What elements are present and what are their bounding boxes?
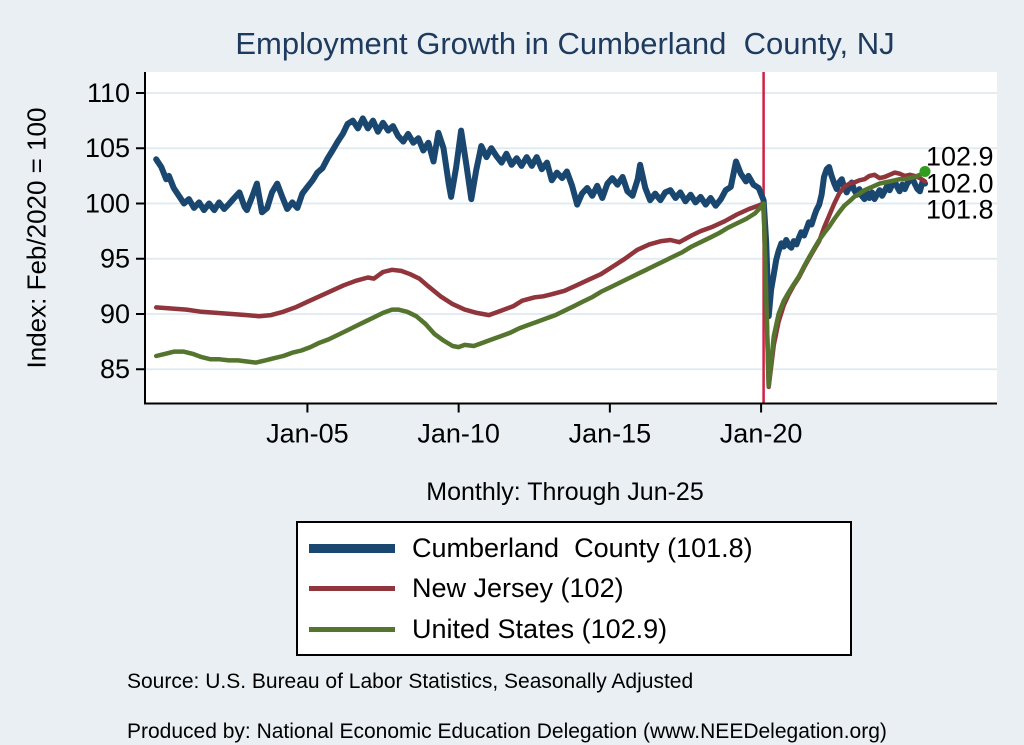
y-tick-label: 90 (100, 299, 130, 329)
x-tick-label: Jan-20 (720, 419, 803, 449)
plot-area (145, 72, 997, 404)
legend-item-cumberland-county: Cumberland County (101.8) (298, 533, 850, 564)
series-line-0 (153, 115, 928, 320)
y-tick-label: 105 (85, 133, 130, 163)
legend-label: Cumberland County (101.8) (412, 532, 753, 563)
cumberland-county-line-swatch (309, 543, 395, 553)
series-end-dot (919, 165, 931, 177)
series-line-2 (153, 169, 928, 389)
legend-box: Cumberland County (101.8) New Jersey (10… (296, 521, 852, 656)
y-tick-label: 95 (100, 244, 130, 274)
new-jersey-line-swatch (309, 586, 395, 591)
x-tick-label: Jan-05 (266, 419, 349, 449)
y-tick-label: 100 (85, 188, 130, 218)
chart-title: Employment Growth in Cumberland County, … (235, 26, 895, 61)
x-tick-label: Jan-10 (417, 419, 500, 449)
source-line: Source: U.S. Bureau of Labor Statistics,… (127, 670, 694, 693)
end-value-label: 102.0 (926, 168, 994, 198)
end-value-label: 102.9 (926, 141, 994, 171)
source-note: Source: U.S. Bureau of Labor Statistics,… (127, 669, 887, 744)
y-tick-label: 85 (100, 354, 130, 384)
series-line-1 (153, 170, 928, 390)
legend-label: New Jersey (102) (412, 573, 624, 603)
y-tick-label: 110 (87, 78, 130, 108)
legend-label: United States (102.9) (412, 613, 668, 644)
produced-by-line: Produced by: National Economic Education… (127, 720, 887, 743)
united-states-line-swatch (309, 626, 395, 632)
chart-svg: 85 90 95 100 105 110 Jan-05 Jan-10 Jan-15 Jan-20 1… (85, 72, 997, 449)
legend-item-united-states: United States (102.9) (298, 614, 850, 645)
chart-subtitle: Monthly: Through Jun-25 (426, 478, 704, 506)
x-tick-label: Jan-15 (569, 419, 652, 449)
end-value-label: 101.8 (926, 195, 994, 225)
legend-item-new-jersey: New Jersey (102) (298, 573, 850, 604)
